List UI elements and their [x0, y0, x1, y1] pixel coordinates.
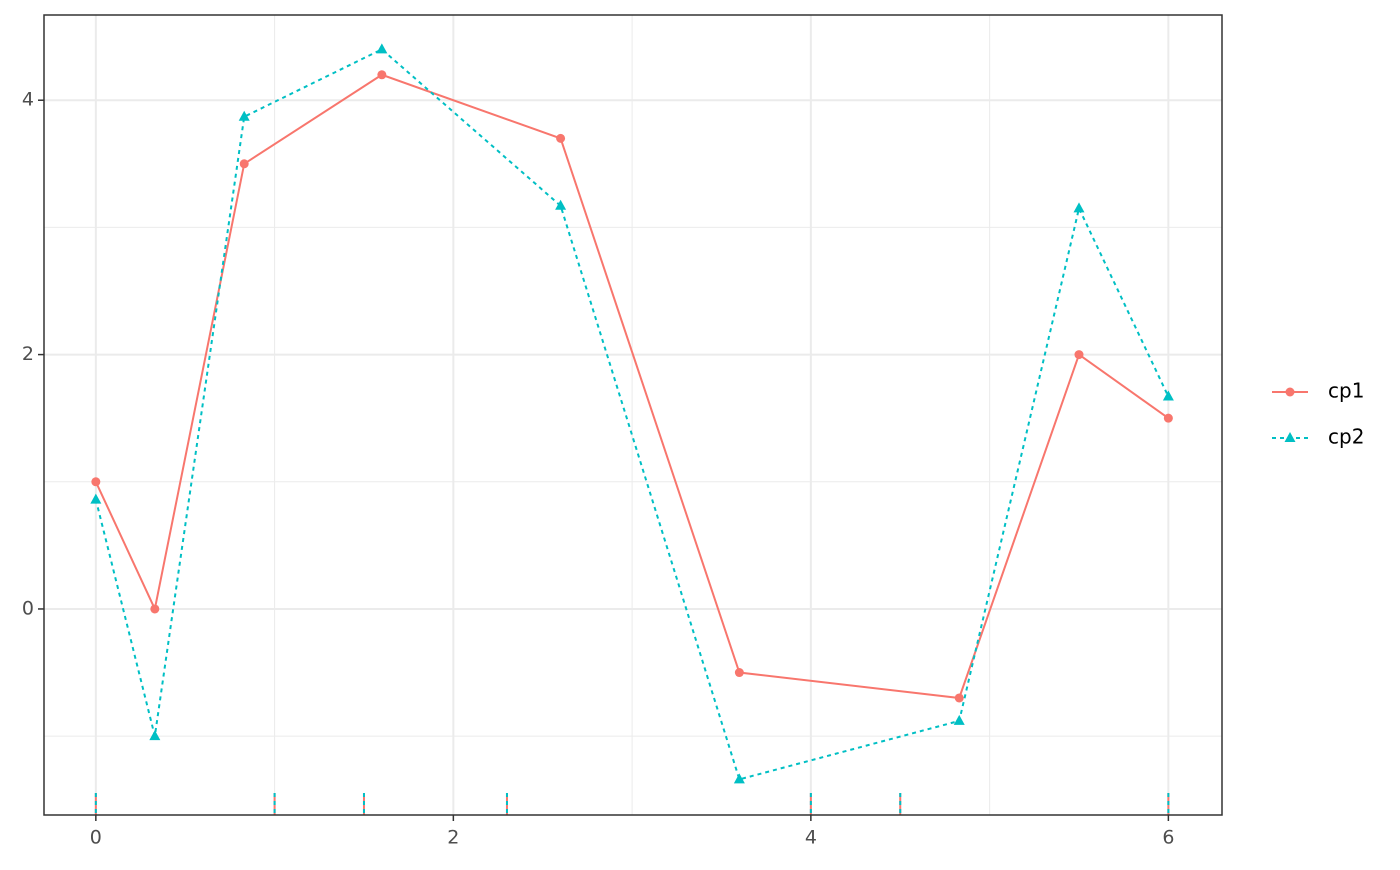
point	[150, 604, 160, 614]
point	[91, 477, 101, 487]
point	[555, 199, 567, 210]
x-tick-label: 6	[1162, 827, 1174, 849]
point	[556, 133, 566, 143]
point	[239, 159, 249, 169]
legend-label: cp1	[1328, 379, 1364, 403]
x-tick-label: 4	[805, 827, 817, 849]
y-tick-label: 2	[22, 343, 34, 365]
point	[1163, 413, 1173, 423]
legend-label: cp2	[1328, 425, 1364, 449]
x-tick-label: 2	[447, 827, 459, 849]
point	[1074, 350, 1084, 360]
point	[238, 110, 250, 121]
point	[954, 693, 964, 703]
point	[149, 730, 161, 741]
legend-marker	[1284, 432, 1296, 442]
legend-marker	[1285, 387, 1295, 397]
point	[734, 668, 744, 678]
point	[376, 43, 388, 54]
y-tick-label: 0	[22, 597, 34, 619]
panel-border	[43, 14, 1223, 816]
y-tick-label: 4	[22, 89, 34, 111]
point	[90, 493, 102, 504]
point	[733, 773, 745, 784]
point	[377, 70, 387, 80]
point	[953, 714, 965, 725]
point	[1073, 202, 1085, 213]
x-tick-label: 0	[90, 827, 102, 849]
point	[1162, 390, 1174, 401]
